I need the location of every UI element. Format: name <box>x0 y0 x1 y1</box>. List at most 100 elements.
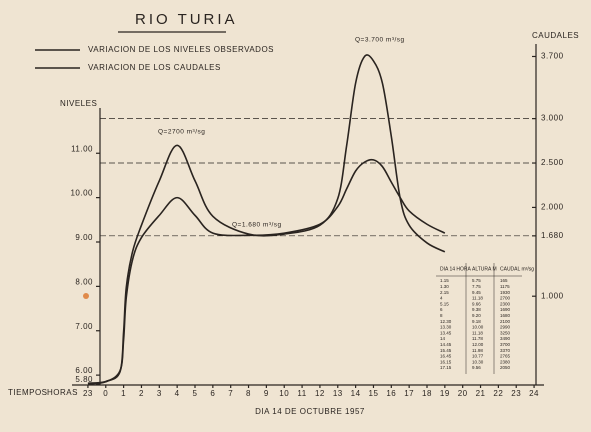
x-tick-label: 4 <box>175 389 180 398</box>
table-cell: 14.45 <box>440 342 452 347</box>
table-header: DIA 14 HORA <box>440 266 472 272</box>
table-cell: 3700 <box>500 342 511 347</box>
x-tick-label: 10 <box>279 389 289 398</box>
table-cell: 12.30 <box>440 319 452 324</box>
x-tick-label: 19 <box>440 389 450 398</box>
table-cell: 15.45 <box>440 348 452 353</box>
table-cell: 4 <box>440 296 443 301</box>
table-cell: 5.75 <box>472 278 481 283</box>
y2-tick-label: 1.000 <box>541 291 564 300</box>
table-cell: 12.00 <box>472 342 484 347</box>
table-cell: 13.30 <box>440 325 452 330</box>
y2-tick-label: 1.680 <box>541 231 564 240</box>
x-axis-label: TIEMPOS <box>8 388 48 397</box>
table-cell: 2990 <box>500 325 511 330</box>
table-cell: 9.18 <box>472 319 481 324</box>
y-tick-label: 6.00 <box>75 366 93 375</box>
table-cell: 9.20 <box>472 313 481 318</box>
x-tick-label: 22 <box>493 389 503 398</box>
y-tick-label: 9.00 <box>75 233 93 242</box>
x-tick-label: 21 <box>476 389 486 398</box>
table-cell: 11.78 <box>472 336 483 341</box>
x-axis-title: DIA 14 DE OCTUBRE 1957 <box>255 407 365 416</box>
legend-label: VARIACION DE LOS CAUDALES <box>88 63 221 72</box>
table-header: CAUDAL m³/sg <box>500 266 534 272</box>
y2-tick-label: 2.500 <box>541 158 564 167</box>
table-cell: 3250 <box>500 330 511 335</box>
table-cell: 14 <box>440 336 446 341</box>
table-cell: 1.30 <box>440 284 449 289</box>
x-tick-label: 0 <box>103 389 108 398</box>
x-tick-label: 8 <box>246 389 251 398</box>
stain <box>83 293 89 299</box>
table-cell: 9.38 <box>472 307 481 312</box>
table-cell: 11.18 <box>472 296 483 301</box>
x-tick-label: 5 <box>193 389 198 398</box>
table-cell: 2300 <box>500 301 511 306</box>
table-cell: 10.77 <box>472 354 484 359</box>
y2-tick-label: 2.000 <box>541 203 564 212</box>
x-tick-label: 12 <box>315 389 325 398</box>
series-line <box>87 54 446 385</box>
table-cell: 9.66 <box>472 301 481 306</box>
x-tick-label: 24 <box>529 389 539 398</box>
table-cell: 11.18 <box>472 330 483 335</box>
x-tick-label: 3 <box>157 389 162 398</box>
y2-tick-label: 3.000 <box>541 114 564 123</box>
series-line <box>87 158 446 385</box>
x-tick-label: 13 <box>333 389 343 398</box>
table-cell: 8 <box>440 313 443 318</box>
table-cell: 2.15 <box>440 290 449 295</box>
x-tick-label: 18 <box>422 389 432 398</box>
y-tick-label: 11.00 <box>71 144 93 153</box>
table-cell: 1175 <box>500 284 510 289</box>
table-cell: 11.98 <box>472 348 483 353</box>
table-cell: 2100 <box>500 319 511 324</box>
table-cell: 16.15 <box>440 359 452 364</box>
chart-title: RIO TURIA <box>135 11 238 28</box>
table-cell: 2765 <box>500 354 511 359</box>
table-cell: 17.15 <box>440 365 452 370</box>
table-cell: 1.15 <box>440 278 449 283</box>
table-cell: 9.56 <box>472 365 481 370</box>
table-cell: 1930 <box>500 290 511 295</box>
table-cell: 10.30 <box>472 359 484 364</box>
y-axis-label: NIVELES <box>60 99 97 108</box>
annotation: Q=1.680 m³/sg <box>232 222 282 229</box>
x-tick-label: 17 <box>404 389 414 398</box>
table-cell: 6 <box>440 307 443 312</box>
table-cell: 7.75 <box>472 284 481 289</box>
table-cell: 165 <box>500 278 508 283</box>
y-tick-label: 8.00 <box>75 277 93 286</box>
table-cell: 3490 <box>500 336 511 341</box>
table-cell: 9.45 <box>472 290 481 295</box>
annotation: Q=2700 m³/sg <box>158 129 205 136</box>
table-cell: 2700 <box>500 296 511 301</box>
table-cell: 2380 <box>500 359 511 364</box>
table-cell: 10.00 <box>472 325 484 330</box>
x-tick-label: 14 <box>351 389 361 398</box>
x-tick-label: 16 <box>386 389 396 398</box>
x-tick-label: 23 <box>511 389 521 398</box>
y-tick-label: 5.80 <box>75 375 93 384</box>
x-tick-label: 20 <box>458 389 468 398</box>
table-cell: 13.45 <box>440 330 452 335</box>
x-tick-label: 2 <box>139 389 144 398</box>
x-tick-label: 11 <box>297 389 306 398</box>
x-tick-label: 6 <box>210 389 215 398</box>
y2-axis-label: CAUDALES <box>532 31 579 40</box>
table-cell: 16.45 <box>440 354 452 359</box>
x-tick-label: 1 <box>121 389 126 398</box>
table-cell: 1680 <box>500 313 511 318</box>
table-cell: 5.15 <box>440 301 449 306</box>
table-cell: 3370 <box>500 348 511 353</box>
table-cell: 2050 <box>500 365 511 370</box>
x-axis-unit: HORAS <box>47 388 78 397</box>
x-tick-label: 15 <box>369 389 379 398</box>
table-header: ALTURA M <box>472 266 497 272</box>
y-tick-label: 7.00 <box>75 322 93 331</box>
annotation: Q=3.700 m³/sg <box>355 37 405 44</box>
legend-label: VARIACION DE LOS NIVELES OBSERVADOS <box>88 45 274 54</box>
x-tick-label: 7 <box>228 389 233 398</box>
